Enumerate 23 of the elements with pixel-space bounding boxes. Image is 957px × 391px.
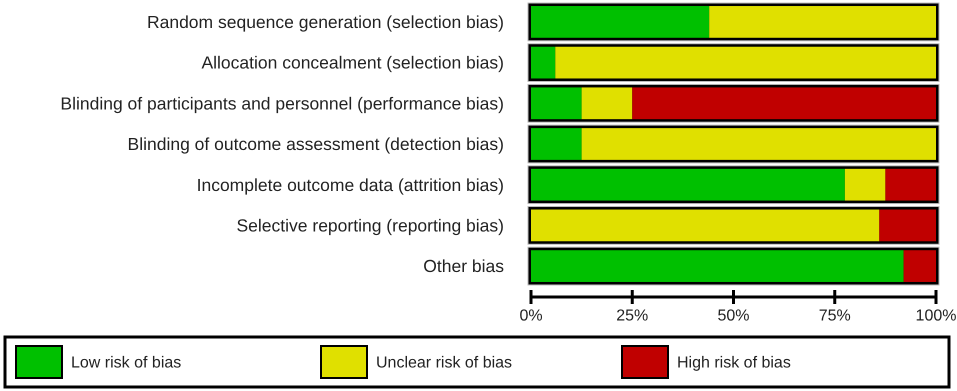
bar [879, 210, 936, 242]
y-tick-label: Incomplete outcome data (attrition bias) [196, 174, 504, 195]
bar [582, 87, 632, 120]
bar [531, 87, 582, 120]
x-tick-label: 50% [717, 307, 750, 324]
x-tick-label: 100% [916, 307, 956, 324]
x-tick-label: 25% [616, 307, 648, 324]
y-tick-label: Blinding of participants and personnel (performance bias) [60, 93, 504, 114]
bar [844, 168, 886, 201]
x-tick-label: 75% [818, 307, 851, 324]
x-tick-label: 0% [519, 307, 543, 324]
bar [904, 250, 936, 282]
bar [531, 46, 556, 78]
y-tick-label: Blinding of outcome assessment (detection bias) [128, 134, 504, 154]
y-tick-label: Allocation concealment (selection bias) [201, 52, 504, 73]
legend-label: Low risk of bias [71, 354, 182, 372]
legend-label: High risk of bias [677, 354, 791, 372]
bar [531, 128, 582, 160]
bar [885, 168, 936, 201]
y-tick-label: Selective reporting (reporting bias) [236, 216, 504, 236]
y-tick-label: Other bias [423, 256, 504, 276]
y-tick-label: Random sequence generation (selection bias) [146, 12, 504, 32]
legend-label: Unclear risk of bias [376, 354, 512, 372]
